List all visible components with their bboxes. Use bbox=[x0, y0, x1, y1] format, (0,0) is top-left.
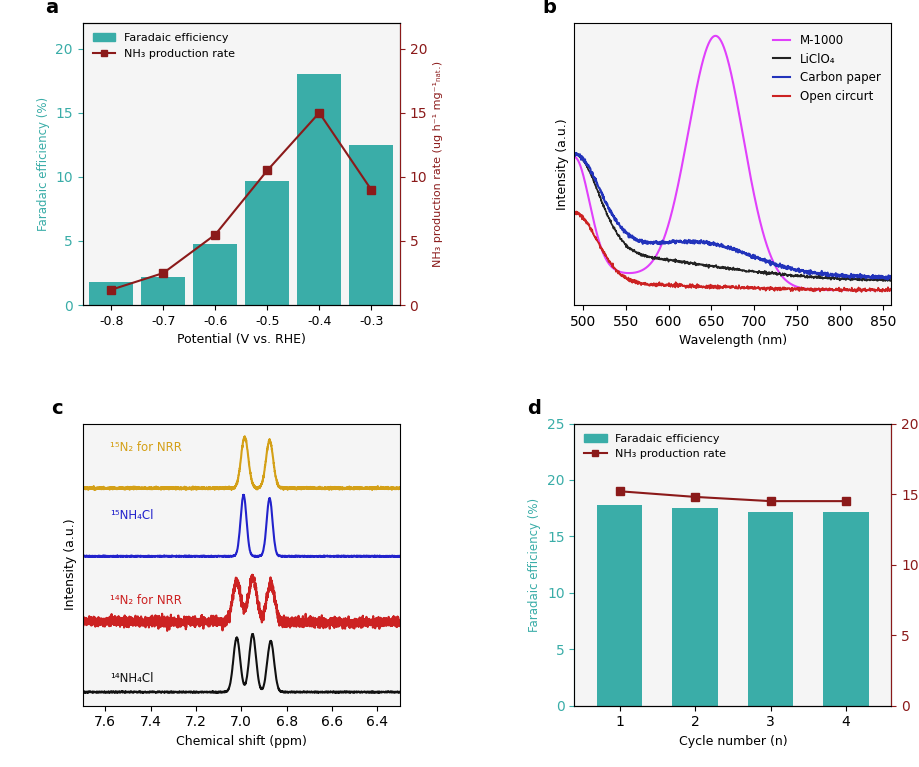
Text: ¹⁴N₂ for NRR: ¹⁴N₂ for NRR bbox=[110, 594, 182, 607]
Bar bbox=[349, 145, 393, 305]
Bar bbox=[748, 512, 793, 706]
X-axis label: Cycle number (n): Cycle number (n) bbox=[678, 735, 788, 748]
Y-axis label: Faradaic efficiency (%): Faradaic efficiency (%) bbox=[528, 498, 541, 632]
Bar bbox=[245, 181, 289, 305]
Legend: Faradaic efficiency, NH₃ production rate: Faradaic efficiency, NH₃ production rate bbox=[88, 28, 239, 63]
Legend: Faradaic efficiency, NH₃ production rate: Faradaic efficiency, NH₃ production rate bbox=[580, 429, 731, 463]
Text: d: d bbox=[527, 399, 540, 418]
Y-axis label: Intensity (a.u.): Intensity (a.u.) bbox=[556, 118, 569, 210]
Bar bbox=[297, 74, 341, 305]
X-axis label: Chemical shift (ppm): Chemical shift (ppm) bbox=[176, 735, 307, 748]
Y-axis label: Intensity (a.u.): Intensity (a.u.) bbox=[64, 518, 77, 611]
Legend: M-1000, LiClO₄, Carbon paper, Open circurt: M-1000, LiClO₄, Carbon paper, Open circu… bbox=[768, 29, 886, 108]
X-axis label: Wavelength (nm): Wavelength (nm) bbox=[679, 334, 787, 347]
Bar bbox=[673, 509, 718, 706]
Text: c: c bbox=[51, 399, 62, 418]
Text: ¹⁴NH₄Cl: ¹⁴NH₄Cl bbox=[110, 672, 153, 685]
Bar bbox=[193, 244, 237, 305]
Bar bbox=[597, 505, 642, 706]
X-axis label: Potential (V vs. RHE): Potential (V vs. RHE) bbox=[176, 334, 306, 347]
Text: ¹⁵N₂ for NRR: ¹⁵N₂ for NRR bbox=[110, 441, 182, 454]
Text: b: b bbox=[542, 0, 556, 18]
Bar bbox=[142, 277, 186, 305]
Text: a: a bbox=[45, 0, 58, 18]
Bar bbox=[823, 512, 868, 706]
Y-axis label: Faradaic efficiency (%): Faradaic efficiency (%) bbox=[37, 97, 50, 231]
Y-axis label: NH₃ production rate (ug h⁻¹ mg⁻¹ₙₐₜ.): NH₃ production rate (ug h⁻¹ mg⁻¹ₙₐₜ.) bbox=[433, 61, 443, 267]
Text: ¹⁵NH₄Cl: ¹⁵NH₄Cl bbox=[110, 509, 153, 522]
Bar bbox=[89, 282, 133, 305]
